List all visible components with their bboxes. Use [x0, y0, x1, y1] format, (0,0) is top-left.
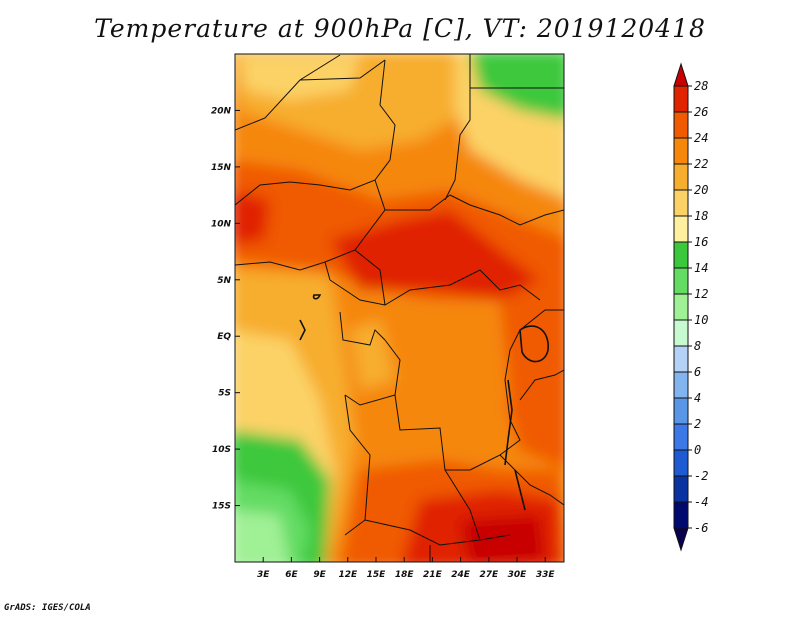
- colorbar-segment: [673, 371, 689, 399]
- y-tick-label: 10S: [212, 445, 231, 455]
- field-west-hot: [235, 191, 270, 245]
- x-tick-label: 18E: [395, 570, 415, 580]
- colorbar-segment: [673, 293, 689, 321]
- colorbar-label: 26: [694, 105, 708, 119]
- colorbar-label: 12: [694, 287, 708, 301]
- field-sw-pale: [235, 510, 289, 562]
- colorbar-segment: [673, 137, 689, 165]
- colorbar-label: 20: [694, 183, 708, 197]
- credit-text: GrADS: IGES/COLA: [4, 603, 91, 613]
- x-tick-label: 30E: [508, 570, 528, 580]
- field-gabon: [350, 320, 395, 390]
- colorbar-segment: [673, 189, 689, 217]
- colorbar-segment: [673, 215, 689, 243]
- colorbar-label: -6: [694, 521, 708, 535]
- colorbar-segment: [673, 423, 689, 451]
- colorbar-segment: [673, 501, 689, 529]
- x-tick-label: 21E: [423, 570, 443, 580]
- y-tick-label: EQ: [217, 332, 231, 342]
- y-tick-label: 20N: [211, 106, 232, 116]
- x-tick-label: 6E: [285, 570, 298, 580]
- field-hottest-s: [460, 515, 545, 562]
- field-congo: [380, 300, 510, 440]
- colorbar-label: 16: [694, 235, 708, 249]
- y-tick-label: 15S: [212, 502, 231, 512]
- colorbar-label: 10: [694, 313, 708, 327]
- x-tick-label: 9E: [313, 570, 326, 580]
- colorbar-label: 4: [694, 391, 701, 405]
- field-sahara-pale: [240, 55, 360, 100]
- y-tick-label: 5N: [217, 276, 231, 286]
- colorbar-segment: [673, 111, 689, 139]
- colorbar-label: -4: [694, 495, 708, 509]
- colorbar-label: 2: [694, 417, 701, 431]
- y-tick-label: 15N: [211, 163, 232, 173]
- colorbar-segment: [673, 241, 689, 269]
- y-tick-label: 5S: [218, 389, 231, 399]
- y-axis: 20N 15N 10N 5N EQ 5S 10S 15S: [211, 106, 240, 512]
- colorbar-segment: [673, 319, 689, 347]
- y-tick-label: 10N: [211, 219, 232, 229]
- chart-title: Temperature at 900hPa [C], VT: 201912041…: [94, 14, 706, 43]
- colorbar-segment: [673, 449, 689, 477]
- x-tick-label: 33E: [536, 570, 556, 580]
- colorbar-label: -2: [694, 469, 708, 483]
- colorbar-label: 0: [694, 443, 701, 457]
- x-axis: 3E 6E 9E 12E 15E 18E 21E 24E 27E 30E 33E: [257, 557, 555, 580]
- colorbar-segment: [673, 85, 689, 113]
- lakes-coastlines: [299, 294, 549, 511]
- colorbar-label: 8: [694, 339, 701, 353]
- colorbar-top-arrow: [673, 62, 689, 87]
- colorbar-label: 24: [694, 131, 708, 145]
- colorbar-label: 6: [694, 365, 701, 379]
- colorbar-label: 28: [694, 79, 708, 93]
- field-ne-green: [471, 54, 564, 119]
- x-tick-label: 27E: [479, 570, 499, 580]
- colorbar-bottom-arrow: [673, 527, 689, 552]
- plot-frame: [234, 53, 565, 563]
- colorbar-label: 14: [694, 261, 708, 275]
- country-borders: [235, 54, 564, 562]
- colorbar-label: 22: [694, 157, 708, 171]
- colorbar-segment: [673, 397, 689, 425]
- colorbar-segment: [673, 345, 689, 373]
- colorbar-segment: [673, 267, 689, 295]
- x-tick-label: 24E: [451, 570, 471, 580]
- colorbar-segment: [673, 475, 689, 503]
- colorbar-label: 18: [694, 209, 708, 223]
- temperature-field: [235, 54, 564, 562]
- x-tick-label: 12E: [338, 570, 358, 580]
- x-tick-label: 15E: [367, 570, 387, 580]
- x-tick-label: 3E: [257, 570, 270, 580]
- colorbar-segment: [673, 163, 689, 191]
